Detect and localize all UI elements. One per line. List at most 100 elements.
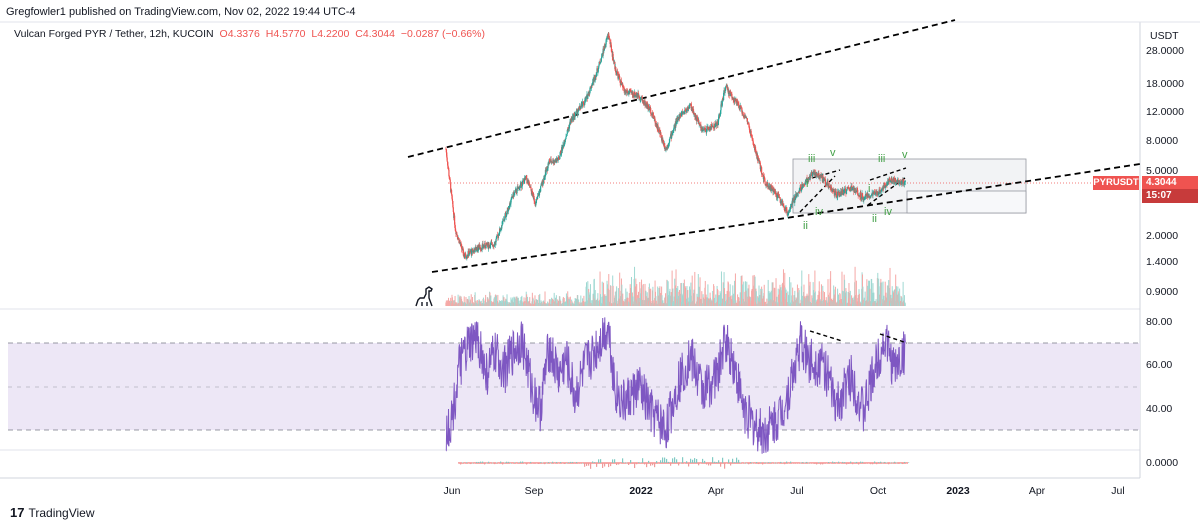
price-label: 8.0000: [1146, 135, 1179, 147]
candle-body: [478, 248, 480, 250]
macd-bar: [832, 461, 834, 463]
macd-bar: [546, 462, 548, 464]
macd-bar: [524, 463, 526, 464]
price-label: 18.0000: [1146, 78, 1184, 90]
volume-bar: [768, 293, 770, 306]
candle-body: [673, 127, 675, 130]
candle-body: [762, 173, 764, 176]
wave-label: iv: [815, 206, 823, 218]
macd-bar: [628, 463, 630, 466]
volume-bar: [448, 297, 450, 306]
volume-bar: [704, 280, 706, 306]
candle-body: [719, 110, 722, 115]
candle-body: [679, 114, 681, 116]
macd-bar: [822, 463, 824, 465]
volume-bar: [899, 295, 901, 306]
macd-bar: [770, 462, 772, 463]
candle-body: [513, 193, 515, 197]
candle-body: [734, 98, 736, 101]
candle-body: [611, 51, 613, 53]
volume-bar: [563, 297, 565, 306]
macd-bar: [572, 461, 574, 463]
candle-body: [622, 83, 624, 88]
footer: 17 TradingView: [10, 505, 95, 520]
candle-body: [818, 176, 820, 178]
candle-body: [462, 249, 464, 256]
candle-body: [627, 91, 629, 94]
candle-body: [454, 215, 456, 225]
candle-body: [474, 247, 476, 253]
ohlc-low: L4.2200: [311, 28, 350, 40]
candle-body: [846, 187, 848, 190]
macd-bar: [820, 463, 822, 465]
macd-bar: [560, 461, 562, 463]
candle-body: [836, 197, 838, 198]
volume-bar: [610, 285, 612, 306]
candle-body: [675, 120, 678, 124]
macd-bar: [654, 463, 656, 468]
candle-body: [658, 129, 661, 131]
price-label: 5.0000: [1146, 165, 1179, 177]
macd-bar: [764, 462, 766, 463]
candle-body: [500, 228, 502, 231]
candle-body: [890, 179, 892, 182]
macd-bar: [496, 462, 498, 464]
volume-bar: [727, 282, 729, 306]
candle-body: [504, 215, 506, 220]
candle-body: [605, 39, 607, 45]
macd-bar: [802, 462, 804, 463]
volume-bar: [551, 298, 553, 306]
macd-bar: [818, 462, 820, 463]
macd-bar: [614, 459, 616, 463]
macd-bar: [864, 463, 866, 464]
candle-body: [749, 129, 751, 133]
candle-body: [510, 197, 512, 200]
candle-body: [451, 198, 454, 202]
macd-bar: [776, 462, 778, 464]
candle-body: [484, 243, 486, 248]
macd-bar: [486, 462, 488, 464]
volume-bar: [600, 296, 602, 306]
volume-bar: [675, 269, 677, 306]
ohlc-open: O4.3376: [219, 28, 260, 40]
candle-body: [583, 104, 585, 106]
volume-bar: [880, 278, 882, 306]
volume-bar: [813, 290, 815, 306]
macd-bar: [492, 462, 494, 464]
volume-bar: [676, 288, 678, 306]
candle-body: [719, 114, 721, 116]
volume-bar: [635, 278, 637, 306]
candle-body: [874, 191, 876, 194]
volume-bar: [725, 299, 727, 306]
candle-body: [702, 128, 705, 131]
macd-bar: [746, 462, 748, 464]
candle-body: [575, 111, 577, 115]
macd-bar: [678, 463, 680, 466]
macd-bar: [840, 463, 842, 464]
candle-body: [830, 186, 833, 191]
candle-body: [624, 89, 626, 93]
footer-brand[interactable]: TradingView: [28, 506, 95, 520]
candle-body: [684, 109, 686, 115]
volume-bar: [649, 289, 651, 306]
candle-body: [486, 242, 488, 245]
candle-body: [640, 97, 642, 100]
candle-body: [679, 114, 681, 119]
volume-bar: [468, 296, 470, 306]
macd-bar: [528, 463, 530, 464]
volume-bar: [806, 293, 808, 306]
symbol-title[interactable]: Vulcan Forged PYR / Tether, 12h, KUCOIN: [14, 28, 214, 40]
macd-bar: [532, 463, 534, 464]
macd-bar: [716, 462, 718, 463]
candle-body: [671, 133, 673, 139]
volume-bar: [758, 285, 760, 306]
volume-bar: [490, 295, 492, 306]
candle-body: [898, 182, 900, 184]
volume-bar: [619, 290, 621, 306]
candle-body: [731, 93, 733, 99]
macd-bar: [762, 463, 764, 465]
candle-body: [551, 162, 554, 164]
candle-body: [520, 181, 523, 188]
macd-bar: [760, 462, 762, 463]
volume-bar: [690, 282, 692, 306]
